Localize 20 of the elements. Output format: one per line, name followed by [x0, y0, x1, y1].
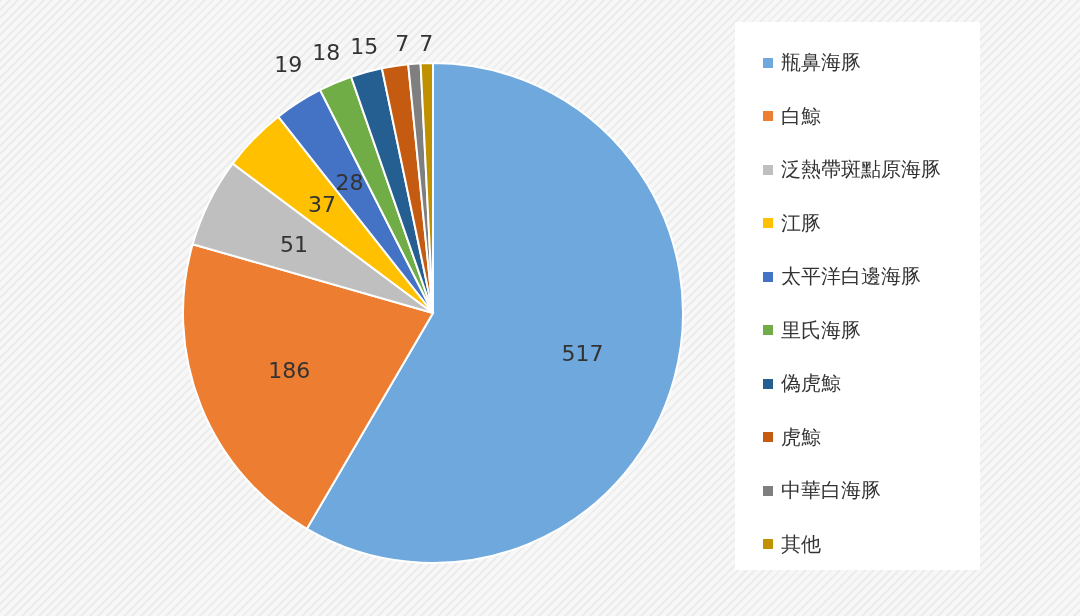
legend-label: 江豚 — [781, 209, 821, 237]
data-label: 186 — [268, 358, 311, 384]
data-label: 517 — [561, 341, 604, 367]
legend-label: 泛熱帶斑點原海豚 — [781, 156, 941, 184]
legend-label: 其他 — [781, 530, 821, 558]
legend-label: 偽虎鯨 — [781, 370, 841, 398]
legend-label: 瓶鼻海豚 — [781, 49, 861, 77]
data-label: 51 — [280, 231, 309, 257]
data-label: 7 — [419, 30, 434, 56]
data-label: 37 — [307, 192, 336, 218]
data-label: 28 — [335, 169, 364, 195]
legend-label: 里氏海豚 — [781, 316, 861, 344]
data-label: 7 — [395, 31, 410, 57]
legend-label: 中華白海豚 — [781, 477, 881, 505]
legend-label: 太平洋白邊海豚 — [781, 263, 921, 291]
legend-label: 虎鯨 — [781, 423, 821, 451]
legend-label: 白鯨 — [781, 102, 821, 130]
data-label: 15 — [350, 33, 379, 59]
data-label: 19 — [274, 51, 303, 77]
data-label: 18 — [312, 40, 341, 66]
